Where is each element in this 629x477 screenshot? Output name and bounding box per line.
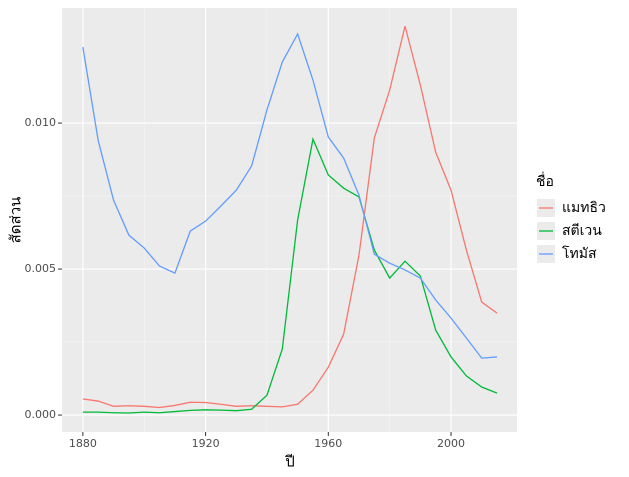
series-line bbox=[82, 136, 498, 414]
grid bbox=[62, 8, 517, 432]
series-line bbox=[82, 25, 498, 409]
y-tick-label: 0.000 bbox=[25, 408, 57, 421]
y-tick-label: 0.005 bbox=[25, 262, 57, 275]
x-tick-label: 1880 bbox=[69, 437, 97, 450]
panel bbox=[62, 8, 517, 432]
legend-label: แมทธิว bbox=[562, 200, 606, 216]
x-tick-label: 2000 bbox=[437, 437, 465, 450]
legend-title: ชื่อ bbox=[536, 172, 554, 190]
legend-label: โทมัส bbox=[562, 245, 597, 262]
x-tick-label: 1920 bbox=[192, 437, 220, 450]
x-tick-label: 1960 bbox=[314, 437, 342, 450]
y-tick-label: 0.010 bbox=[25, 116, 57, 129]
y-axis-title: สัดส่วน bbox=[7, 197, 25, 244]
series-line bbox=[82, 32, 498, 359]
legend-label: สตีเวน bbox=[562, 223, 602, 239]
lines bbox=[82, 25, 498, 414]
x-axis-title: ปี bbox=[284, 453, 294, 471]
